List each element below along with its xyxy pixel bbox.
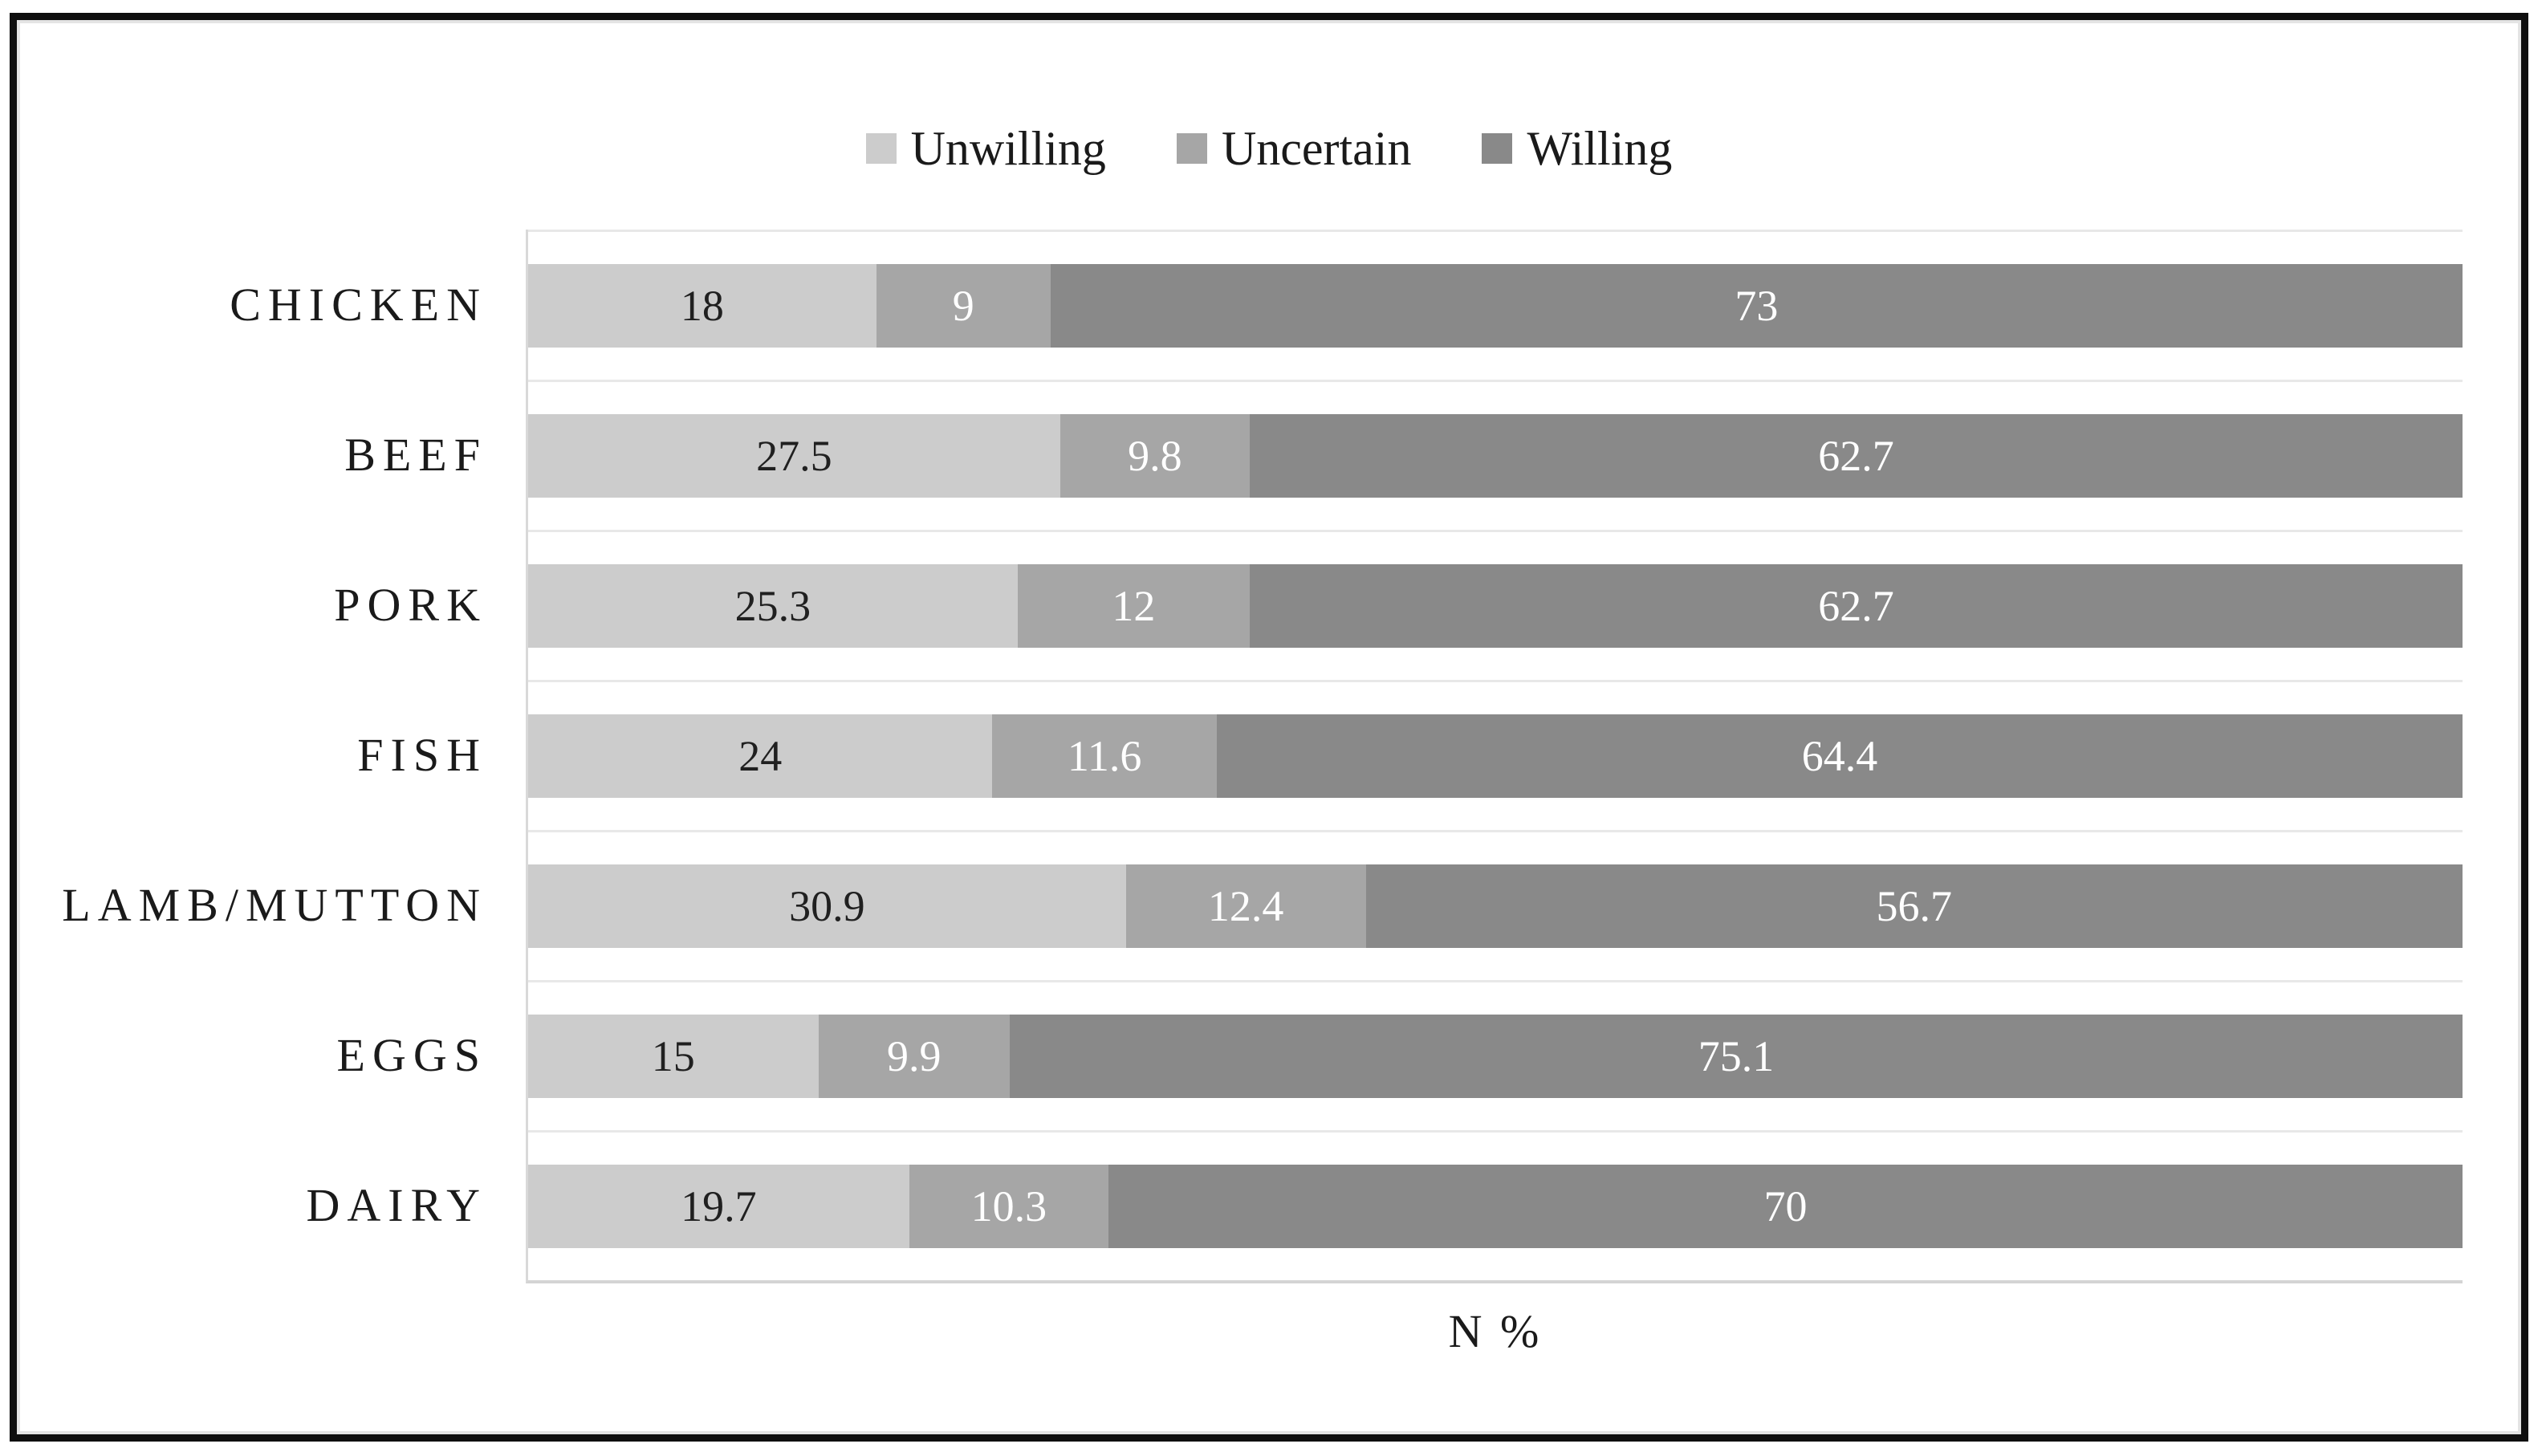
bar-segment-unwilling: 19.7 xyxy=(528,1165,909,1248)
category-label: CHICKEN xyxy=(230,279,487,331)
category-band: 24 11.6 64.4 xyxy=(528,680,2463,830)
legend-swatch-icon xyxy=(865,132,897,164)
stacked-bar: 25.3 12 62.7 xyxy=(528,564,2463,648)
x-axis-title-row: N % xyxy=(528,1283,2463,1358)
stacked-bar: 27.5 9.8 62.7 xyxy=(528,414,2463,498)
segment-value-label: 12.4 xyxy=(1207,882,1284,930)
legend-label: Unwilling xyxy=(910,121,1106,175)
segment-value-label: 25.3 xyxy=(734,582,811,630)
plot-area: 18 9 73 27.5 9.8 62.7 25.3 12 62.7 24 11… xyxy=(526,230,2463,1283)
bar-segment-unwilling: 15 xyxy=(528,1015,819,1098)
category-band: 15 9.9 75.1 xyxy=(528,980,2463,1130)
bar-segment-uncertain: 9 xyxy=(876,264,1051,348)
legend-item-unwilling: Unwilling xyxy=(865,121,1106,175)
x-axis-title: N % xyxy=(1448,1305,1543,1357)
category-band: 27.5 9.8 62.7 xyxy=(528,380,2463,530)
bar-segment-willing: 64.4 xyxy=(1216,714,2463,798)
segment-value-label: 70 xyxy=(1763,1182,1808,1230)
legend-swatch-icon xyxy=(1176,132,1207,164)
legend-item-uncertain: Uncertain xyxy=(1176,121,1412,175)
chart-frame: Unwilling Uncertain Willing CHICKEN BEEF P… xyxy=(10,13,2528,1442)
category-axis: CHICKEN BEEF PORK FISH LAMB/MUTTON EGGS DAIRY xyxy=(17,230,526,1283)
stacked-bar: 30.9 12.4 56.7 xyxy=(528,864,2463,948)
bar-segment-willing: 62.7 xyxy=(1249,564,2463,648)
bar-segment-willing: 75.1 xyxy=(1010,1015,2463,1098)
category-label: EGGS xyxy=(336,1029,487,1081)
segment-value-label: 73 xyxy=(1735,282,1779,330)
segment-value-label: 12 xyxy=(1112,582,1156,630)
stacked-bar: 19.7 10.3 70 xyxy=(528,1165,2463,1248)
chart-legend: Unwilling Uncertain Willing xyxy=(17,20,2521,230)
segment-value-label: 15 xyxy=(651,1032,695,1080)
bar-segment-unwilling: 30.9 xyxy=(528,864,1126,948)
segment-value-label: 56.7 xyxy=(1876,882,1953,930)
category-label: LAMB/MUTTON xyxy=(62,879,487,931)
segment-value-label: 9.8 xyxy=(1128,432,1182,480)
stacked-bar-chart: CHICKEN BEEF PORK FISH LAMB/MUTTON EGGS DAIRY … xyxy=(17,230,2521,1283)
legend-label: Willing xyxy=(1527,121,1673,175)
bar-segment-willing: 56.7 xyxy=(1365,864,2463,948)
segment-value-label: 62.7 xyxy=(1818,582,1894,630)
bar-segment-uncertain: 9.9 xyxy=(818,1015,1011,1098)
segment-value-label: 30.9 xyxy=(789,882,865,930)
category-band: 19.7 10.3 70 xyxy=(528,1130,2463,1280)
category-band: 18 9 73 xyxy=(528,230,2463,380)
segment-value-label: 9 xyxy=(952,282,974,330)
segment-value-label: 24 xyxy=(738,732,783,780)
bar-segment-willing: 70 xyxy=(1108,1165,2463,1248)
segment-value-label: 9.9 xyxy=(887,1032,942,1080)
stacked-bar: 24 11.6 64.4 xyxy=(528,714,2463,798)
bar-segment-willing: 62.7 xyxy=(1249,414,2463,498)
bar-segment-uncertain: 10.3 xyxy=(909,1165,1108,1248)
bar-segment-unwilling: 25.3 xyxy=(528,564,1018,648)
bar-segment-unwilling: 27.5 xyxy=(528,414,1060,498)
category-label: FISH xyxy=(357,729,487,781)
category-label: DAIRY xyxy=(306,1179,487,1231)
bar-segment-uncertain: 9.8 xyxy=(1059,414,1250,498)
bar-segment-unwilling: 18 xyxy=(528,264,876,348)
legend-item-willing: Willing xyxy=(1482,124,1672,173)
category-label: PORK xyxy=(334,579,487,631)
legend-swatch-icon xyxy=(1482,132,1513,164)
category-band: 30.9 12.4 56.7 xyxy=(528,830,2463,980)
legend-label: Uncertain xyxy=(1221,121,1412,175)
segment-value-label: 19.7 xyxy=(681,1182,757,1230)
category-label: BEEF xyxy=(344,429,487,481)
segment-value-label: 62.7 xyxy=(1818,432,1894,480)
category-band: 25.3 12 62.7 xyxy=(528,530,2463,680)
segment-value-label: 64.4 xyxy=(1801,732,1878,780)
bar-segment-unwilling: 24 xyxy=(528,714,993,798)
segment-value-label: 75.1 xyxy=(1698,1032,1775,1080)
segment-value-label: 18 xyxy=(680,282,724,330)
stacked-bar: 15 9.9 75.1 xyxy=(528,1015,2463,1098)
bar-segment-willing: 73 xyxy=(1050,264,2463,348)
bar-segment-uncertain: 12 xyxy=(1017,564,1250,648)
segment-value-label: 11.6 xyxy=(1067,732,1142,780)
segment-value-label: 10.3 xyxy=(970,1182,1047,1230)
bar-segment-uncertain: 12.4 xyxy=(1125,864,1366,948)
bar-segment-uncertain: 11.6 xyxy=(992,714,1217,798)
stacked-bar: 18 9 73 xyxy=(528,264,2463,348)
segment-value-label: 27.5 xyxy=(756,432,832,480)
